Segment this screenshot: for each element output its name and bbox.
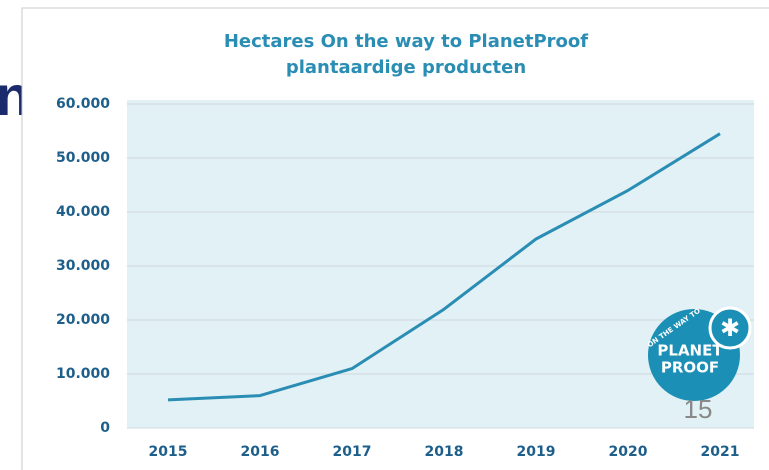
x-tick-label: 2019 xyxy=(517,444,556,460)
y-tick-label: 60.000 xyxy=(56,96,110,112)
y-tick-label: 20.000 xyxy=(56,312,110,328)
plot: 0 10.000 20.000 30.000 40.000 50.000 60.000 201… xyxy=(56,96,754,460)
logo-text: PROOF xyxy=(661,359,719,377)
x-tick-label: 2020 xyxy=(609,444,648,460)
y-tick-label: 10.000 xyxy=(56,366,110,382)
logo-star: ✱ xyxy=(720,314,740,342)
chart-title: Hectares On the way to PlanetProof xyxy=(224,31,588,52)
y-tick-label: 30.000 xyxy=(56,258,110,274)
line xyxy=(167,132,721,402)
x-tick-label: 2018 xyxy=(425,444,464,460)
y-tick-label: 40.000 xyxy=(56,204,110,220)
x-tick-label: 2021 xyxy=(701,444,740,460)
y-tick-label: 50.000 xyxy=(56,150,110,166)
plot-background xyxy=(127,100,754,428)
logo-text: PLANET xyxy=(657,342,723,360)
chart-title: plantaardige producten xyxy=(286,57,526,78)
x-tick-label: 2016 xyxy=(241,444,280,460)
y-tick-label: 0 xyxy=(100,420,110,436)
page-number: 15 xyxy=(684,394,713,424)
x-tick-label: 2015 xyxy=(149,444,188,460)
logo-badge xyxy=(708,306,752,350)
x-tick-label: 2017 xyxy=(333,444,372,460)
